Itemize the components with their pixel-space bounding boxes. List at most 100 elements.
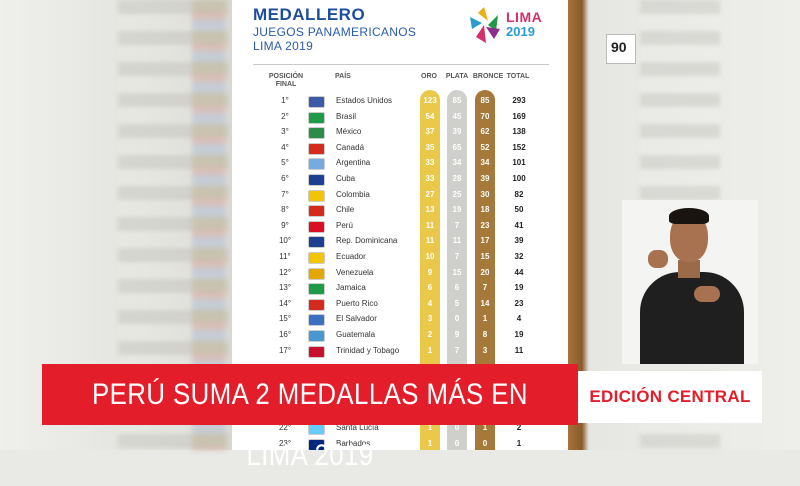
gold-cell: 11 [425,236,435,246]
position-cell: 14° [278,298,292,308]
gold-cell: 9 [427,267,433,277]
total-cell: 152 [512,142,526,152]
table-row: 3° México 37 39 62 138 [232,125,568,141]
bronze-cell: 1 [482,423,488,433]
header-divider [253,64,549,65]
position-cell: 4° [281,142,289,152]
gold-cell: 33 [425,158,435,168]
silver-cell: 6 [454,283,460,293]
gold-cell: 123 [423,96,437,105]
bronze-cell: 52 [480,142,490,152]
total-cell: 50 [514,205,524,215]
country-cell: Rep. Dominicana [336,236,398,246]
table-row: 7° Colombia 27 25 30 82 [232,188,568,204]
bronze-cell: 14 [480,298,490,308]
channel-logo-text: 90 [611,39,627,55]
silver-cell: 25 [452,189,462,199]
country-cell: Canadá [336,142,365,152]
table-row: 2° Brasil 54 45 70 169 [232,110,568,126]
sign-language-interpreter [622,200,758,364]
lima-star-icon [470,7,500,43]
gold-cell: 37 [425,127,435,137]
guatemala-flag-icon [308,329,325,342]
el-salvador-flag-icon [308,314,325,327]
gold-cell: 13 [425,205,435,215]
country-cell: México [336,127,362,137]
header-bronze: BRONCE [472,73,504,80]
canada-flag-icon [308,142,325,155]
bronze-cell: 8 [482,329,488,339]
position-cell: 3° [281,127,289,137]
gold-cell: 2 [427,329,433,339]
table-row: 13° Jamaica 6 6 7 19 [232,281,568,297]
total-cell: 23 [514,298,524,308]
gold-cell: 33 [425,173,435,183]
total-cell: 82 [514,189,524,199]
table-row: 6° Cuba 33 28 39 100 [232,172,568,188]
table-row: 16° Guatemala 2 9 8 19 [232,328,568,344]
total-cell: 138 [512,127,526,137]
logo-word: LIMA [506,9,543,25]
trinidad-flag-icon [308,345,325,358]
bronze-cell: 34 [480,158,490,168]
bronze-cell: 1 [482,314,488,324]
bronze-cell: 7 [482,283,488,293]
interpreter-hand [694,286,720,302]
gold-cell: 1 [427,423,433,433]
silver-cell: 39 [452,127,462,137]
position-cell: 11° [279,251,291,261]
cuba-flag-icon [308,173,325,186]
gold-cell: 35 [425,142,435,152]
country-cell: Argentina [336,158,371,168]
mexico-flag-icon [308,127,325,140]
barbados-flag-icon [308,439,325,450]
silver-cell: 45 [452,111,462,121]
table-row: 1° Estados Unidos 123 85 85 293 [232,94,568,110]
bronze-cell: 15 [480,251,490,261]
gold-cell: 11 [425,220,435,230]
position-cell: 16° [278,329,292,339]
jamaica-flag-icon [308,283,325,296]
silver-cell: 7 [454,220,460,230]
table-row: 11° Ecuador 10 7 15 32 [232,250,568,266]
gold-cell: 3 [427,314,433,324]
position-cell: 1° [281,96,289,105]
position-cell: 22° [278,423,292,433]
total-cell: 39 [514,236,524,246]
silver-cell: 28 [452,173,462,183]
total-cell: 2 [516,423,522,433]
total-cell: 19 [514,329,524,339]
header-total: TOTAL [506,73,530,80]
position-cell: 10° [278,236,292,246]
channel-logo-icon: 90 [606,34,636,64]
headline-banner: PERÚ SUMA 2 MEDALLAS MÁS EN LIMA 2019 [42,364,578,472]
silver-cell: 7 [454,345,460,355]
total-cell: 44 [514,267,524,277]
bronze-column [475,90,495,450]
table-row: 10° Rep. Dominicana 11 11 17 39 [232,234,568,250]
gold-cell: 54 [425,111,435,121]
bronze-cell: 3 [482,345,488,355]
gold-cell: 4 [427,298,433,308]
total-cell: 1 [516,439,522,449]
gold-cell: 1 [427,439,433,449]
header-gold: ORO [421,73,437,80]
country-cell: Cuba [336,173,356,183]
silver-cell: 11 [452,236,462,246]
bronze-cell: 18 [480,205,490,215]
venezuela-flag-icon [308,267,325,280]
total-cell: 19 [514,283,524,293]
silver-cell: 7 [454,251,460,261]
bronze-cell: 85 [480,96,490,105]
table-subtitle: JUEGOS PANAMERICANOS LIMA 2019 [253,25,453,53]
total-cell: 4 [516,314,522,324]
country-cell: Santa Lucía [336,423,379,433]
country-cell: Guatemala [336,329,376,339]
silver-cell: 0 [454,439,460,449]
silver-cell: 0 [454,314,460,324]
silver-cell: 85 [452,96,462,105]
total-cell: 32 [514,251,524,261]
ecuador-flag-icon [308,251,325,264]
position-cell: 17° [278,345,292,355]
interpreter-shirt [640,272,744,364]
